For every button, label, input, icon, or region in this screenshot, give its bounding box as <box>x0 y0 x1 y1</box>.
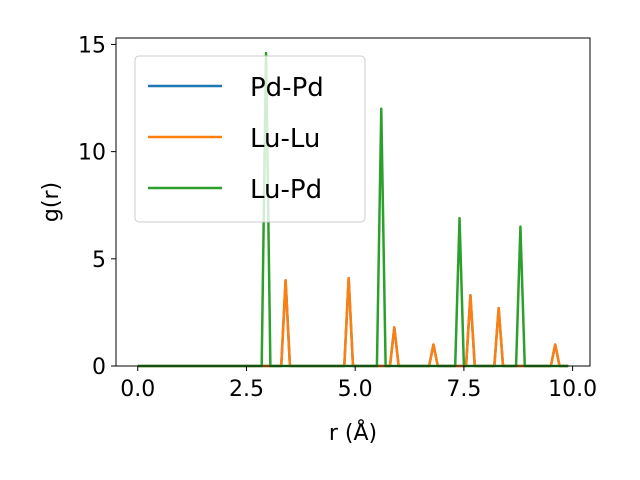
x-axis-label: r (Å) <box>329 419 377 446</box>
x-tick-label: 0.0 <box>120 377 155 402</box>
x-tick-label: 7.5 <box>446 377 481 402</box>
y-tick-label: 5 <box>92 248 106 273</box>
x-tick-label: 5.0 <box>338 377 373 402</box>
y-tick-label: 10 <box>78 141 106 166</box>
legend-box <box>134 55 366 223</box>
y-axis-label: g(r) <box>39 182 64 222</box>
y-tick-label: 0 <box>92 355 106 380</box>
x-tick-label: 10.0 <box>548 377 597 402</box>
ticks-layer: 0.0 2.5 5.0 7.5 10.0 0 5 10 15 <box>78 33 597 402</box>
legend-label-pd-pd: Pd-Pd <box>250 73 324 103</box>
plot-frame <box>115 37 591 367</box>
legend-label-lu-pd: Lu-Pd <box>250 175 322 205</box>
y-tick-label: 15 <box>78 33 106 58</box>
series-line-lu-lu <box>137 276 569 368</box>
legend-label-lu-lu: Lu-Lu <box>250 124 320 154</box>
x-tick-label: 2.5 <box>229 377 264 402</box>
legend: Pd-Pd Lu-Lu Lu-Pd <box>134 55 366 223</box>
